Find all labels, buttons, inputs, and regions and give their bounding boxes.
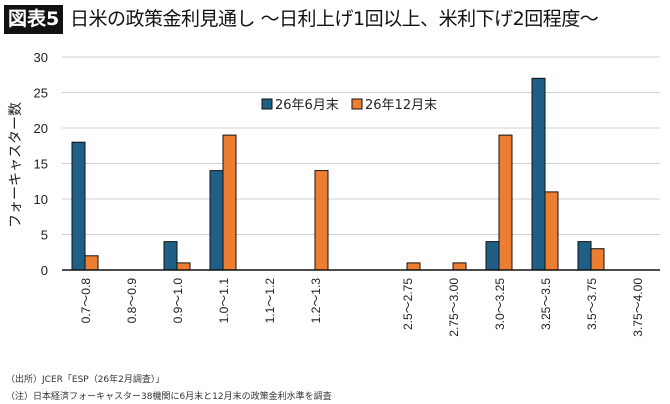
x-tick-label: 2.5〜2.75 [401,278,415,330]
x-tick-label: 0.7〜0.8 [79,278,93,324]
x-tick-label: 1.0〜1.1 [217,278,231,324]
y-tick-label: 15 [34,157,48,172]
bar-dec [590,248,605,271]
bar-jun [485,241,500,271]
bar-dec [176,262,191,271]
x-tick-label: 2.75〜3.00 [447,278,461,337]
bar-dec [222,134,237,271]
x-tick-label: 3.5〜3.75 [585,278,599,330]
bar-jun [209,170,224,271]
y-tick-label: 10 [34,192,48,207]
y-tick-label: 5 [41,228,48,243]
bar-dec [498,134,513,271]
x-tick-label: 0.8〜0.9 [125,278,139,324]
y-tick-label: 25 [34,86,48,101]
legend-swatch [261,98,273,110]
y-tick-label: 0 [41,263,48,278]
y-tick-label: 20 [34,121,48,136]
legend-label: 26年6月末 [275,98,339,113]
x-tick-label: 1.1〜1.2 [263,278,277,324]
x-tick-label: 3.75〜4.00 [631,278,645,337]
y-tick-label: 30 [34,50,48,65]
bar-dec [452,262,467,271]
bar-jun [71,141,86,271]
bar-dec [84,255,99,271]
y-axis-label: フォーキャスター数 [8,102,24,228]
x-tick-label: 3.0〜3.25 [493,278,507,330]
bar-dec [406,262,421,271]
source-note: （出所）JCER「ESP（26年2月調査）」 [6,375,165,385]
bar-dec [544,191,559,271]
chart-title: 日米の政策金利見通し 〜日利上げ1回以上、米利下げ2回程度〜 [70,8,599,30]
footnote: （注）日本経済フォーキャスター38機関に6月末と12月末の政策金利水準を調査 [6,392,332,402]
legend-swatch [351,98,363,110]
x-tick-label: 0.9〜1.0 [171,278,185,324]
bar-jun [163,241,178,271]
x-tick-label: 3.25〜3.5 [539,278,553,330]
bar-jun [531,77,546,271]
x-tick-label: 1.2〜1.3 [309,278,323,324]
bar-jun [577,241,592,271]
figure-badge: 図表5 [4,5,64,34]
bar-dec [314,170,329,271]
legend-label: 26年12月末 [365,98,437,113]
